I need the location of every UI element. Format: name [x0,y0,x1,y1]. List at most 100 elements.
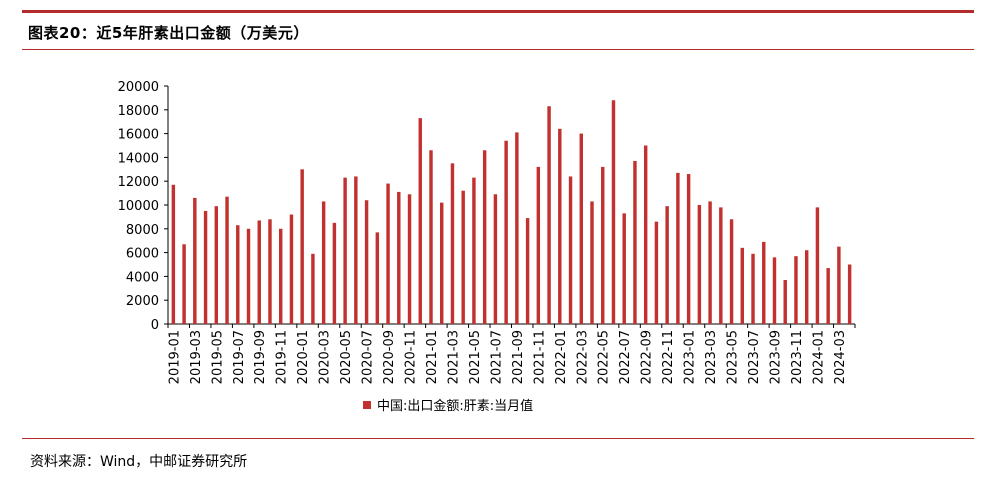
y-tick-label: 10000 [118,199,159,214]
legend-label: 中国:出口金额:肝素:当月值 [377,398,533,414]
bar [257,220,261,324]
bar [268,219,272,324]
bar [740,247,745,324]
y-tick-label: 14000 [118,151,159,166]
x-tick-label: 2021-03 [446,330,461,384]
x-tick-label: 2019-09 [253,330,268,384]
x-tick-label: 2020-03 [318,330,333,384]
x-tick-label: 2022-07 [618,330,633,384]
bar [633,160,637,324]
x-tick-label: 2019-03 [189,330,204,384]
x-tick-label: 2023-05 [726,330,741,384]
bar [729,219,734,324]
y-tick-label: 4000 [126,270,159,285]
bar [343,177,347,324]
y-tick-label: 16000 [118,128,159,143]
x-tick-label: 2024-01 [811,330,826,384]
x-tick-label: 2023-07 [747,330,762,384]
bar [719,207,723,324]
x-tick-label: 2023-11 [790,330,805,384]
bar [300,169,304,324]
bar [611,100,616,324]
bar [686,174,691,324]
bar [225,196,229,324]
bar [375,232,380,324]
bar [815,207,820,324]
bar [751,253,755,324]
bar [364,200,369,324]
bar [440,202,444,324]
bar [525,218,530,324]
bar [590,201,594,324]
x-tick-label: 2020-01 [296,330,311,384]
bar [772,257,777,324]
top-rule [22,10,974,13]
x-tick-label: 2023-01 [683,330,698,384]
bar [579,133,583,324]
bar [847,264,852,324]
title-rule [22,49,974,50]
bar [622,213,626,324]
bar [386,183,390,324]
bar [697,205,702,324]
y-tick-label: 8000 [126,223,159,238]
bar [332,222,337,324]
bar [643,145,648,324]
bar [246,228,251,324]
x-tick-label: 2022-03 [575,330,590,384]
y-tick-label: 2000 [126,294,159,309]
x-tick-label: 2020-11 [404,330,419,384]
bottom-rule [22,438,974,439]
y-tick-label: 0 [151,318,159,333]
y-tick-label: 18000 [118,104,159,119]
bar [193,197,197,324]
bar [236,225,240,324]
bar [837,246,841,324]
bar [171,184,176,324]
x-tick-label: 2022-05 [597,330,612,384]
x-tick-label: 2022-01 [554,330,569,384]
bar [783,279,787,324]
bar [472,177,476,324]
x-tick-label: 2023-09 [768,330,783,384]
x-tick-label: 2021-11 [532,330,547,384]
bar [397,191,401,324]
bar [804,250,809,324]
legend-swatch [363,401,371,409]
bar [515,132,519,324]
source-note: 资料来源：Wind，中邮证券研究所 [30,454,248,470]
x-tick-label: 2019-11 [275,330,290,384]
y-tick-label: 12000 [118,175,159,190]
bar [504,140,508,324]
bar [321,201,326,324]
bar [826,268,830,324]
x-tick-label: 2019-01 [167,330,182,384]
bar [407,194,412,324]
bar [354,176,358,324]
y-tick-label: 6000 [126,247,159,262]
bar [794,256,798,324]
x-tick-label: 2021-07 [489,330,504,384]
x-tick-label: 2024-03 [833,330,848,384]
bar [482,150,487,324]
y-tick-label: 20000 [118,80,159,95]
bar [461,190,465,324]
chart-title: 图表20：近5年肝素出口金额（万美元） [28,24,309,42]
x-tick-label: 2020-09 [382,330,397,384]
bar [450,163,455,324]
bar [676,172,680,324]
x-tick-label: 2021-01 [425,330,440,384]
bar [182,244,186,324]
bar [214,206,219,324]
bar [536,166,541,324]
bar [203,210,208,324]
bar [601,166,605,324]
bar [708,201,712,324]
bar [429,150,433,324]
x-tick-label: 2019-05 [210,330,225,384]
bar [558,128,562,324]
x-tick-label: 2021-05 [468,330,483,384]
bar [654,221,659,324]
bar [762,241,766,324]
